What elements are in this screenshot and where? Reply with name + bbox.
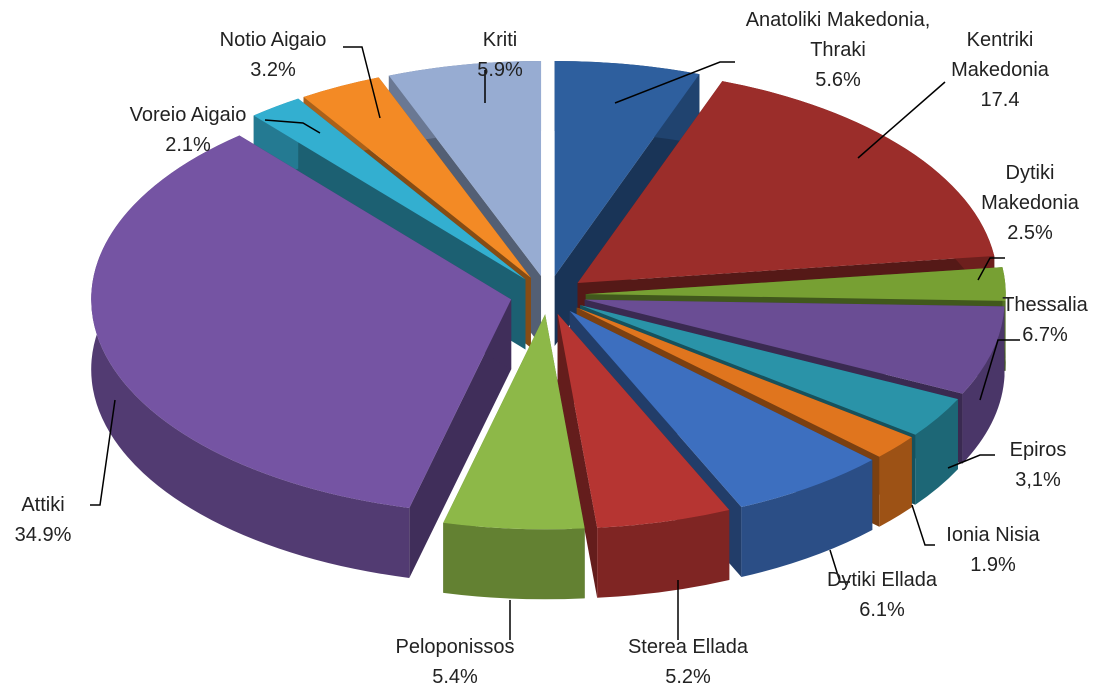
slice-side bbox=[741, 459, 873, 578]
slice bbox=[443, 314, 585, 600]
leader-line bbox=[857, 81, 946, 159]
value-label: 5.9% bbox=[477, 59, 523, 81]
slice bbox=[303, 77, 531, 278]
leader-line bbox=[911, 504, 935, 546]
value-label: 5.4% bbox=[432, 666, 478, 688]
slice bbox=[585, 267, 1006, 301]
data-label: Dytiki Ellada 6.1% bbox=[807, 565, 957, 625]
value-label: 6.1% bbox=[859, 599, 905, 621]
slice-side bbox=[557, 313, 598, 598]
leader-line bbox=[614, 61, 735, 104]
slice-side bbox=[879, 437, 912, 527]
category-label: Epiros bbox=[1009, 439, 1067, 461]
slice-side bbox=[409, 299, 512, 578]
value-label: 6.7% bbox=[1022, 324, 1068, 346]
slice bbox=[584, 299, 1005, 394]
slice bbox=[91, 135, 512, 508]
data-label: Anatoliki Makedonia, Thraki 5.6% bbox=[718, 5, 958, 95]
value-label: 3,1% bbox=[1015, 469, 1061, 491]
category-label: Dytiki Makedonia bbox=[981, 162, 1079, 214]
leader-line bbox=[829, 549, 850, 583]
data-label: Kriti 5.9% bbox=[450, 25, 550, 85]
slice bbox=[443, 314, 585, 530]
value-label: 1.9% bbox=[970, 554, 1016, 576]
leader-line bbox=[977, 257, 1005, 281]
value-label: 5.2% bbox=[665, 666, 711, 688]
slice-side bbox=[597, 509, 730, 598]
data-label: Peloponissos 5.4% bbox=[375, 632, 535, 692]
data-label: Ionia Nisia 1.9% bbox=[923, 520, 1063, 580]
category-label: Notio Aigaio bbox=[219, 29, 327, 51]
category-label: Attiki bbox=[21, 494, 65, 516]
leader-line bbox=[343, 46, 381, 119]
leader-line bbox=[90, 399, 116, 506]
category-label: Sterea Ellada bbox=[627, 636, 749, 658]
slice bbox=[580, 305, 958, 435]
data-label: Notio Aigaio 3.2% bbox=[193, 25, 353, 85]
leader-line bbox=[979, 339, 1020, 401]
slice bbox=[253, 98, 526, 280]
slice bbox=[569, 310, 873, 508]
leader-line bbox=[947, 454, 995, 469]
slice-side bbox=[915, 399, 958, 505]
slice bbox=[557, 313, 730, 598]
value-label: 3.2% bbox=[250, 59, 296, 81]
slice bbox=[557, 313, 730, 528]
slice bbox=[577, 81, 995, 283]
category-label: Anatoliki Makedonia, Thraki bbox=[745, 9, 931, 61]
category-label: Dytiki Ellada bbox=[826, 569, 938, 591]
category-label: Peloponissos bbox=[395, 636, 515, 658]
slice bbox=[576, 307, 912, 457]
data-label: Epiros 3,1% bbox=[988, 435, 1088, 495]
value-label: 34.9% bbox=[14, 524, 72, 546]
data-label: Sterea Ellada 5.2% bbox=[608, 632, 768, 692]
category-label: Thessalia bbox=[1002, 294, 1088, 316]
category-label: Voreio Aigaio bbox=[129, 104, 247, 126]
slice bbox=[91, 135, 512, 578]
slice bbox=[554, 60, 700, 276]
value-label: 2.1% bbox=[165, 134, 211, 156]
value-label: 5.6% bbox=[815, 69, 861, 91]
data-label: Attiki 34.9% bbox=[0, 490, 88, 550]
value-label: 17.4 bbox=[980, 89, 1020, 111]
slice-side bbox=[443, 522, 585, 600]
category-label: Kriti bbox=[482, 29, 518, 51]
data-label: Thessalia 6.7% bbox=[980, 290, 1110, 350]
data-label: Kentriki Makedonia 17.4 bbox=[925, 25, 1075, 115]
data-label: Dytiki Makedonia 2.5% bbox=[965, 158, 1095, 248]
category-label: Ionia Nisia bbox=[946, 524, 1040, 546]
slice bbox=[388, 60, 542, 276]
slice-side bbox=[91, 135, 410, 578]
data-label: Voreio Aigaio 2.1% bbox=[103, 100, 273, 160]
slice-side bbox=[962, 306, 1005, 464]
category-label: Kentriki Makedonia bbox=[951, 29, 1049, 81]
value-label: 2.5% bbox=[1007, 222, 1053, 244]
leader-lines bbox=[90, 46, 1020, 640]
leader-line bbox=[264, 119, 321, 134]
